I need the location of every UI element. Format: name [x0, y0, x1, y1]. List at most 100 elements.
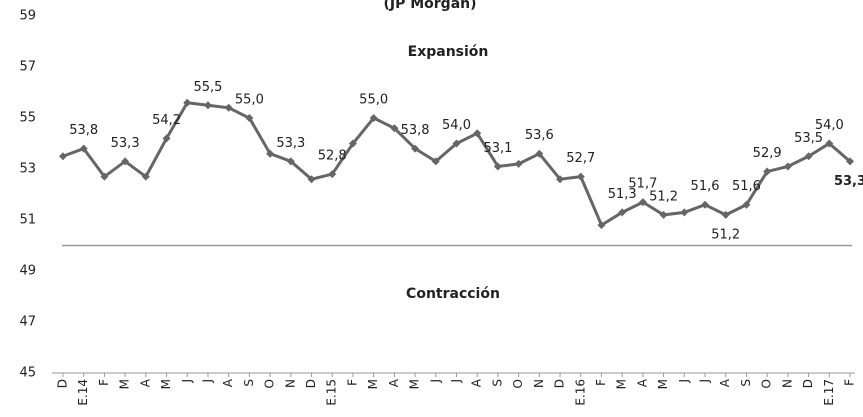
marker	[825, 139, 834, 148]
y-tick-label: 53	[19, 162, 36, 177]
data-label: 53,8	[401, 123, 430, 138]
y-tick-label: 57	[19, 60, 36, 75]
marker	[286, 157, 295, 166]
data-label: 54,0	[815, 118, 844, 133]
data-label: 51,7	[628, 177, 657, 192]
marker	[245, 114, 254, 122]
x-tick-label: S	[490, 379, 504, 387]
x-tick-label: N	[780, 379, 794, 388]
marker	[618, 208, 627, 217]
marker	[162, 134, 171, 143]
y-tick-label: 51	[19, 213, 36, 228]
marker	[224, 103, 233, 112]
data-label: 53,5	[794, 131, 823, 146]
data-label: 53,1	[483, 141, 512, 156]
x-tick-label: F	[345, 379, 359, 386]
data-label: 52,8	[318, 149, 347, 164]
x-tick-label: F	[843, 379, 857, 386]
marker	[203, 101, 212, 110]
data-label: 54,2	[152, 113, 181, 128]
x-tick-label: E.14	[76, 379, 90, 406]
data-label: 51,2	[711, 227, 740, 242]
x-tick-label: A	[470, 378, 484, 387]
marker	[846, 157, 854, 166]
marker	[266, 149, 275, 158]
x-tick-label: M	[408, 379, 422, 389]
y-tick-label: 55	[19, 111, 36, 126]
marker	[369, 114, 378, 122]
y-tick-label: 59	[19, 9, 36, 24]
marker	[659, 210, 668, 219]
data-label: 51,3	[608, 187, 637, 202]
x-tick-label: M	[118, 379, 132, 389]
data-label: 54,0	[442, 118, 471, 133]
y-tick-label: 45	[19, 366, 36, 381]
x-tick-label: A	[387, 378, 401, 387]
data-label: 53,6	[525, 128, 554, 143]
marker	[701, 200, 710, 209]
marker	[763, 167, 772, 176]
marker	[431, 157, 440, 166]
x-tick-label: J	[200, 379, 214, 384]
x-tick-label: A	[718, 378, 732, 387]
marker	[141, 172, 150, 181]
marker	[307, 175, 316, 184]
x-tick-label: D	[801, 379, 815, 388]
x-tick-label: N	[283, 379, 297, 388]
x-tick-label: F	[594, 379, 608, 386]
marker	[783, 162, 792, 171]
data-label: 53,8	[69, 123, 98, 138]
x-tick-label: D	[56, 379, 70, 388]
x-tick-label: S	[242, 379, 256, 387]
y-tick-label: 47	[19, 315, 36, 330]
data-label: 52,7	[566, 151, 595, 166]
x-tick-label: J	[698, 379, 712, 384]
x-tick-label: M	[656, 379, 670, 389]
x-tick-label: F	[97, 379, 111, 386]
marker	[183, 98, 192, 107]
marker	[804, 152, 813, 161]
marker	[473, 129, 482, 138]
x-tick-label: D	[304, 379, 318, 388]
data-label: 52,9	[753, 146, 782, 161]
data-label: 53,3	[276, 136, 305, 151]
marker	[390, 124, 399, 133]
data-label: 51,6	[732, 179, 761, 194]
y-tick-label: 49	[19, 264, 36, 279]
x-tick-label: J	[180, 379, 194, 384]
x-tick-label: M	[366, 379, 380, 389]
marker	[576, 172, 585, 181]
marker	[556, 175, 565, 184]
marker	[328, 170, 337, 179]
x-tick-label: O	[760, 379, 774, 388]
x-tick-label: J	[677, 379, 691, 384]
x-tick-label: O	[263, 379, 277, 388]
data-label: 51,6	[691, 179, 720, 194]
x-tick-label: O	[511, 379, 525, 388]
data-label: 53,3	[111, 136, 140, 151]
marker	[680, 208, 689, 217]
marker	[638, 198, 647, 207]
x-tick-label: N	[532, 379, 546, 388]
annotation: Contracción	[406, 286, 500, 302]
annotation: Expansión	[408, 44, 489, 60]
marker	[742, 200, 751, 209]
marker	[514, 159, 523, 168]
data-label: 55,5	[193, 80, 222, 95]
marker	[121, 157, 130, 166]
x-tick-label: A	[138, 378, 152, 387]
marker	[721, 210, 730, 219]
x-tick-label: E.17	[822, 379, 836, 406]
x-tick-label: D	[553, 379, 567, 388]
x-tick-label: M	[159, 379, 173, 389]
data-label: 51,2	[649, 189, 678, 204]
data-label: 55,0	[235, 93, 264, 108]
marker	[100, 172, 109, 181]
marker	[348, 139, 357, 148]
marker	[452, 139, 461, 148]
marker	[411, 144, 420, 153]
marker	[535, 149, 544, 158]
marker	[493, 162, 502, 171]
data-label: 55,0	[359, 93, 388, 108]
